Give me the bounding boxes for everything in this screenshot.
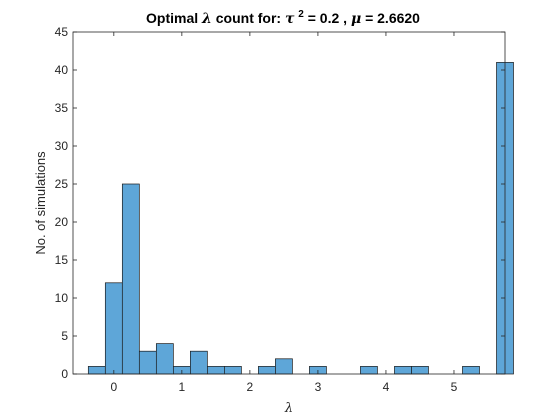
histogram-bar [462, 366, 480, 375]
title-tau-value: = 0.2 , [308, 10, 351, 26]
x-axis-ticks: 0 1 2 3 4 5 [110, 32, 458, 394]
x-tick-label: 4 [383, 380, 390, 394]
histogram-bar [258, 366, 276, 375]
title-mu-symbol: μ [351, 11, 361, 27]
y-tick-label: 30 [55, 139, 69, 153]
chart-title: Optimal λ count for: τ 2 = 0.2 , μ = 2.6… [146, 4, 420, 27]
histogram-bar [360, 366, 378, 375]
title-lambda-symbol: λ [201, 11, 212, 27]
y-tick-label: 40 [55, 63, 69, 77]
histogram-bar [394, 366, 412, 375]
y-tick-label: 15 [55, 253, 69, 267]
histogram-bar [190, 350, 208, 375]
histogram-bar [138, 350, 157, 375]
x-tick-label: 3 [315, 380, 322, 394]
x-tick-label: 0 [110, 380, 117, 394]
title-tau-symbol: τ [285, 11, 295, 27]
title-mu-value: = 2.6620 [365, 10, 420, 26]
x-tick-label: 5 [451, 380, 458, 394]
x-axis-label: λ [284, 401, 293, 416]
axes-box [72, 31, 506, 375]
y-axis-label: No. of simulations [33, 151, 48, 255]
histogram-bar [155, 343, 174, 375]
y-tick-label: 35 [55, 101, 69, 115]
histogram-bar [207, 366, 225, 375]
histogram-bar [411, 366, 429, 375]
y-axis-ticks: 0 5 10 15 20 25 30 35 40 45 [55, 25, 505, 381]
title-prefix: Optimal [146, 10, 202, 26]
histogram-bar [275, 358, 293, 375]
histogram-bar [87, 366, 106, 375]
histogram-bar [121, 183, 140, 375]
x-tick-label: 2 [247, 380, 254, 394]
histogram-bar [224, 366, 242, 375]
y-tick-label: 10 [55, 291, 69, 305]
x-tick-label: 1 [179, 380, 186, 394]
axes-frame [72, 31, 506, 375]
y-tick-label: 25 [55, 177, 69, 191]
title-mid: count for: [216, 10, 285, 26]
title-tau-exponent: 2 [298, 9, 304, 20]
histogram-bar [104, 282, 123, 375]
y-tick-label: 20 [55, 215, 69, 229]
y-tick-label: 0 [61, 367, 68, 381]
y-tick-label: 45 [55, 25, 69, 39]
y-tick-label: 5 [61, 329, 68, 343]
